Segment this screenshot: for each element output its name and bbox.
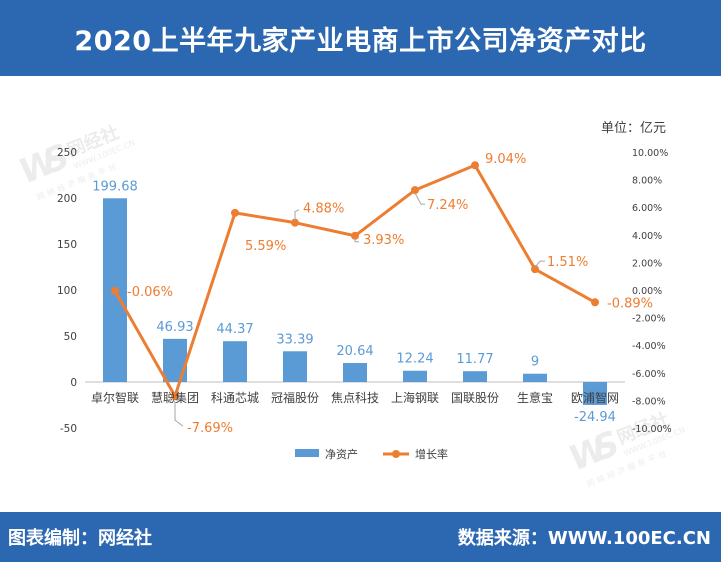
label-leader-line xyxy=(534,260,545,268)
x-tick-label: 冠福股份 xyxy=(271,390,319,405)
x-tick-label: 卓尔智联 xyxy=(91,390,139,405)
page-title: 2020上半年九家产业电商上市公司净资产对比 xyxy=(74,25,647,57)
y-left-tick-label: 250 xyxy=(57,147,77,159)
growth-rate-point xyxy=(411,186,419,195)
line-value-label: 3.93% xyxy=(363,233,404,248)
bar-net-assets xyxy=(403,370,427,382)
y-right-tick-label: 8.00% xyxy=(632,176,662,187)
x-tick-label: 上海钢联 xyxy=(391,390,439,405)
legend-label: 增长率 xyxy=(415,447,448,461)
bar-net-assets xyxy=(223,341,247,382)
y-right-tick-label: 10.00% xyxy=(632,148,668,159)
bar-value-label: 11.77 xyxy=(456,352,493,367)
bar-net-assets xyxy=(343,363,367,382)
bar-value-label: 20.64 xyxy=(336,344,373,359)
label-leader-line xyxy=(294,209,300,221)
label-leader-line xyxy=(354,237,359,243)
line-value-label: 9.04% xyxy=(485,152,526,167)
growth-rate-point xyxy=(591,298,599,307)
combo-chart: WS网经社WWW.100EC.CN网络经济服务平台WS网经社WWW.100EC.… xyxy=(13,121,686,489)
y-right-tick-label: 4.00% xyxy=(632,231,662,242)
bar-value-label: 33.39 xyxy=(276,332,313,347)
x-tick-label: 科通芯城 xyxy=(211,391,259,405)
x-tick-label: 焦点科技 xyxy=(331,391,379,405)
x-tick-label: 国联股份 xyxy=(451,391,499,405)
legend-label: 净资产 xyxy=(325,447,358,461)
growth-rate-point xyxy=(471,161,479,170)
line-value-label: -0.89% xyxy=(607,296,653,311)
label-leader-line xyxy=(414,192,425,205)
bar-net-assets xyxy=(163,338,187,382)
line-value-label: 1.51% xyxy=(547,255,588,270)
y-right-tick-label: 0.00% xyxy=(632,286,662,297)
y-right-tick-label: -6.00% xyxy=(632,369,666,380)
line-value-label: -0.06% xyxy=(127,285,173,300)
bar-value-label: 199.68 xyxy=(92,179,138,194)
bar-value-label: 46.93 xyxy=(156,320,193,335)
bar-net-assets xyxy=(463,371,487,382)
y-right-tick-label: -8.00% xyxy=(632,396,666,407)
line-value-label: 4.88% xyxy=(303,202,344,217)
growth-rate-point xyxy=(171,392,179,401)
footer-source: 数据来源：WWW.100EC.CN xyxy=(457,528,711,549)
chart-area: W S 网经社 WWW.100EC.CN 网络经济服务平台 W S 网经社 WWW.100EC.… xyxy=(0,76,721,512)
bar-value-label: -24.94 xyxy=(574,410,616,425)
growth-rate-point xyxy=(351,231,359,240)
y-right-tick-label: 2.00% xyxy=(632,258,662,269)
y-left-tick-label: 50 xyxy=(64,331,77,343)
y-right-tick-label: 6.00% xyxy=(632,203,662,214)
growth-rate-line xyxy=(113,163,596,398)
legend-swatch-marker xyxy=(392,450,400,458)
y-right-tick-label: -10.00% xyxy=(632,424,672,435)
growth-rate-point xyxy=(291,218,299,227)
x-tick-label: 生意宝 xyxy=(517,390,553,405)
x-tick-label: 慧聪集团 xyxy=(151,390,199,405)
title-banner: 2020上半年九家产业电商上市公司净资产对比 xyxy=(0,0,721,76)
x-tick-label: 欧浦智网 xyxy=(571,390,619,405)
y-right-tick-label: -4.00% xyxy=(632,341,666,352)
line-value-label: 5.59% xyxy=(245,239,286,254)
y-left-tick-label: 0 xyxy=(70,377,77,389)
bar-value-label: 44.37 xyxy=(216,322,253,337)
growth-rate-point xyxy=(231,208,239,217)
bar-net-assets xyxy=(583,382,607,405)
y-left-tick-label: 200 xyxy=(57,193,77,205)
growth-rate-point xyxy=(111,286,119,295)
bar-value-label: 9 xyxy=(531,355,539,370)
bar-net-assets xyxy=(523,373,547,382)
footer-credit: 图表编制：网经社 xyxy=(8,528,152,549)
y-right-tick-label: -2.00% xyxy=(632,314,666,325)
legend-swatch-bar xyxy=(295,449,319,457)
footer-banner: 图表编制：网经社 数据来源：WWW.100EC.CN xyxy=(0,512,721,562)
y-left-tick-label: 100 xyxy=(57,285,77,297)
growth-rate-point xyxy=(531,265,539,274)
line-value-label: -7.69% xyxy=(187,421,233,436)
y-left-tick-label: 150 xyxy=(57,239,77,251)
bar-value-label: 12.24 xyxy=(396,352,433,367)
unit-label: 单位：亿元 xyxy=(601,121,666,136)
bar-net-assets xyxy=(283,351,307,382)
label-leader-line xyxy=(174,402,184,427)
y-left-tick-label: -50 xyxy=(60,423,77,435)
line-value-label: 7.24% xyxy=(427,198,468,213)
